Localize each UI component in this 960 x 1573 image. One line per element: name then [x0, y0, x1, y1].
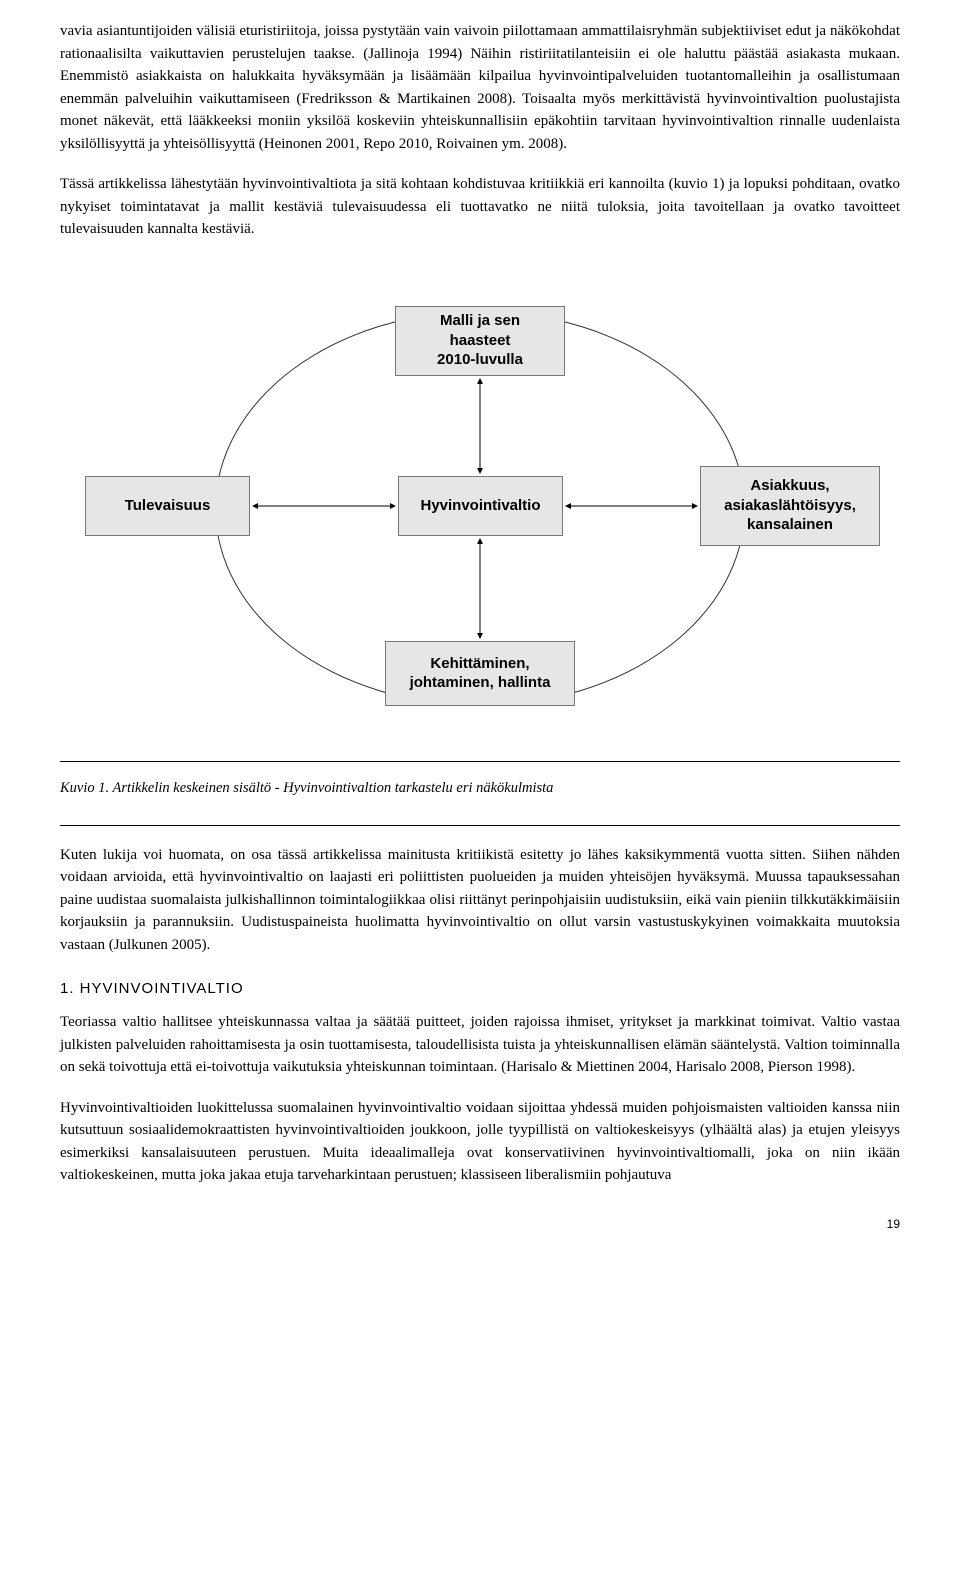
body-paragraph: vavia asiantuntijoiden välisiä eturistir… — [60, 20, 900, 155]
page-number: 19 — [60, 1217, 900, 1231]
caption-divider-top — [60, 761, 900, 762]
figure-caption: Kuvio 1. Artikkelin keskeinen sisältö - … — [60, 780, 900, 797]
node-center: Hyvinvointivaltio — [398, 476, 563, 536]
body-paragraph: Teoriassa valtio hallitsee yhteiskunnass… — [60, 1011, 900, 1079]
section-heading: 1. HYVINVOINTIVALTIO — [60, 980, 900, 997]
body-paragraph: Hyvinvointivaltioiden luokittelussa suom… — [60, 1097, 900, 1187]
node-bottom: Kehittäminen,johtaminen, hallinta — [385, 641, 575, 706]
body-paragraph: Kuten lukija voi huomata, on osa tässä a… — [60, 844, 900, 957]
figure-diagram: Malli ja sen haasteet2010-luvulla Tuleva… — [60, 271, 900, 751]
node-top: Malli ja sen haasteet2010-luvulla — [395, 306, 565, 376]
node-left: Tulevaisuus — [85, 476, 250, 536]
node-right: Asiakkuus,asiakaslähtöisyys,kansalainen — [700, 466, 880, 546]
body-paragraph: Tässä artikkelissa lähestytään hyvinvoin… — [60, 173, 900, 241]
caption-divider-bottom — [60, 825, 900, 826]
